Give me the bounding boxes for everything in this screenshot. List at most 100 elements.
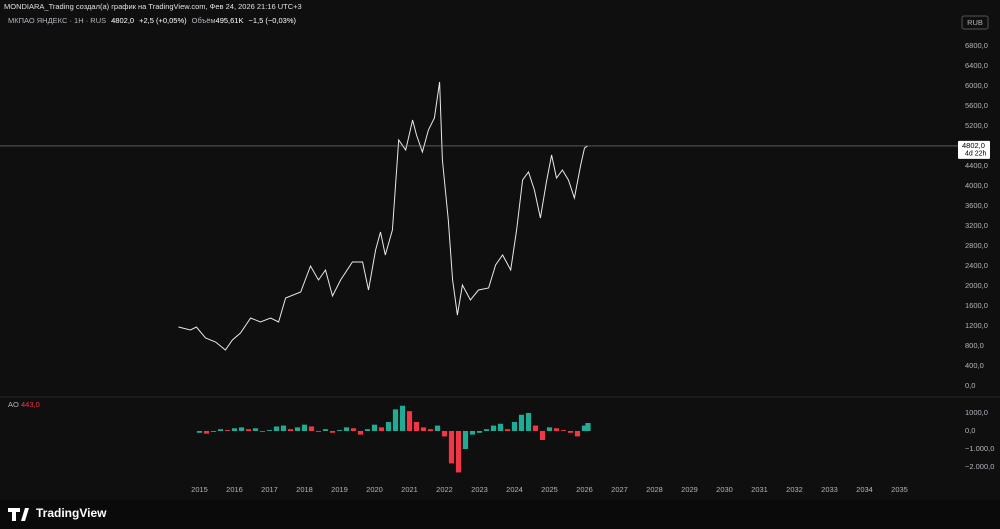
x-tick-label: 2029: [681, 485, 698, 494]
ao-bar: [343, 427, 350, 431]
y-tick-label: 1600,0: [965, 301, 988, 310]
ao-bar: [315, 430, 322, 432]
ao-bar: [287, 429, 294, 431]
ao-bar: [406, 411, 413, 431]
y-tick-label: 1200,0: [965, 321, 988, 330]
ao-bar: [448, 430, 455, 464]
x-tick-label: 2030: [716, 485, 733, 494]
volume-label: Объём: [191, 16, 216, 25]
ao-bar: [455, 430, 462, 473]
volume-change: −1,5 (−0,03%): [248, 16, 297, 25]
legend: МКПАО ЯНДЕКС · 1Н · RUS 4802,0 +2,5 (+0,…: [8, 16, 296, 25]
x-tick-label: 2033: [821, 485, 838, 494]
price-line: [178, 81, 588, 351]
ao-bar: [273, 426, 280, 431]
ao-bar: [469, 430, 476, 435]
x-tick-label: 2025: [541, 485, 558, 494]
currency-box[interactable]: [961, 15, 989, 30]
ao-bar: [259, 430, 266, 432]
y-tick-label: 400,0: [965, 361, 984, 370]
currency: RUB: [967, 18, 983, 27]
last-price-label: 4802,0: [962, 141, 985, 150]
ao-bar: [336, 430, 343, 431]
ao-bar: [539, 430, 546, 440]
y-tick-label: 0,0: [965, 426, 975, 435]
price: 4802,0: [111, 16, 135, 25]
x-tick-label: 2027: [611, 485, 628, 494]
y-tick-label: 5200,0: [965, 121, 988, 130]
x-tick-label: 2018: [296, 485, 313, 494]
volume: 495,61K: [215, 16, 244, 25]
x-tick-label: 2023: [471, 485, 488, 494]
attribution: MONDIARA_Trading создал(а) график на Tra…: [4, 2, 302, 11]
x-tick-label: 2021: [401, 485, 418, 494]
ao-bar: [231, 428, 238, 431]
ao-bar: [511, 421, 518, 431]
ao-bar: [476, 430, 483, 433]
ao-bar: [280, 425, 287, 431]
x-tick-label: 2035: [891, 485, 908, 494]
ao-bar: [329, 430, 336, 433]
ao-bar: [392, 409, 399, 431]
ao-value: 443,0: [21, 400, 40, 409]
ao-bar: [245, 429, 252, 431]
y-tick-label: 2000,0: [965, 281, 988, 290]
footer: [0, 500, 1000, 529]
x-tick-label: 2022: [436, 485, 453, 494]
ao-bar: [196, 430, 203, 433]
symbol: МКПАО ЯНДЕКС · 1Н · RUS: [8, 16, 107, 25]
ao-bar: [308, 426, 315, 431]
ao-bar: [364, 429, 371, 431]
y-tick-label: 2400,0: [965, 261, 988, 270]
y-tick-label: 6800,0: [965, 41, 988, 50]
ao-bar: [504, 429, 511, 431]
x-tick-label: 2024: [506, 485, 523, 494]
ao-bar: [490, 425, 497, 431]
ao-bar: [518, 414, 525, 431]
x-tick-label: 2020: [366, 485, 383, 494]
y-tick-label: 6000,0: [965, 81, 988, 90]
ao-bar: [483, 429, 490, 431]
x-tick-label: 2016: [226, 485, 243, 494]
x-tick-label: 2019: [331, 485, 348, 494]
ao-bar: [441, 430, 448, 437]
ao-bar: [357, 430, 364, 435]
change: +2,5 (+0,05%): [139, 16, 187, 25]
ao-bar: [525, 412, 532, 431]
ao-bar: [574, 430, 581, 437]
x-tick-label: 2026: [576, 485, 593, 494]
y-tick-label: 3600,0: [965, 201, 988, 210]
ao-bar: [385, 421, 392, 431]
ao-bar: [532, 425, 539, 431]
brand: TradingView: [36, 506, 107, 520]
y-tick-label: 5600,0: [965, 101, 988, 110]
y-tick-label: 4000,0: [965, 181, 988, 190]
y-tick-label: 800,0: [965, 341, 984, 350]
ao-bar: [399, 405, 406, 431]
ao-bar: [252, 428, 259, 431]
ao-bar: [413, 421, 420, 431]
ao-bar: [322, 429, 329, 431]
y-tick-label: 3200,0: [965, 221, 988, 230]
y-tick-label: 1000,0: [965, 408, 988, 417]
ao-bar: [434, 425, 441, 431]
ao-bar: [497, 423, 504, 431]
y-tick-label: 6400,0: [965, 61, 988, 70]
y-tick-label: 2800,0: [965, 241, 988, 250]
y-tick-label: 4400,0: [965, 161, 988, 170]
ao-bar: [266, 430, 273, 431]
x-tick-label: 2017: [261, 485, 278, 494]
y-tick-label: −1.000,0: [965, 444, 994, 453]
ao-bar: [371, 424, 378, 431]
x-tick-label: 2032: [786, 485, 803, 494]
ao-bar: [567, 430, 574, 433]
ao-bar: [560, 430, 567, 431]
ao-bar: [294, 427, 301, 431]
last-price-box: [958, 140, 990, 159]
y-tick-label: −2.000,0: [965, 462, 994, 471]
ao-bar: [427, 429, 434, 431]
ao-bar: [546, 427, 553, 431]
ao-bar: [210, 430, 217, 432]
